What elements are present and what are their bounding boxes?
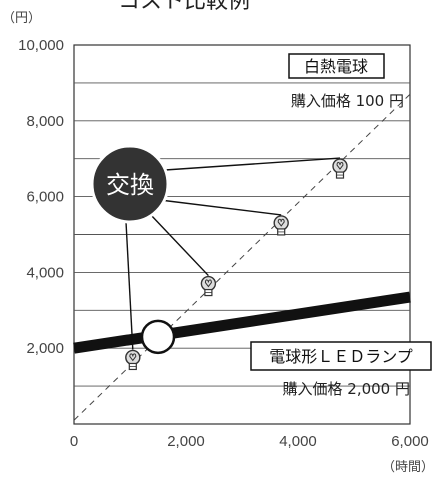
chart-title: コスト比較例 [118, 0, 250, 14]
replacement-points [125, 158, 348, 371]
y-tick-label: 6,000 [26, 189, 64, 206]
led-label-box [250, 341, 432, 371]
incandescent-cost-line [73, 93, 411, 421]
connector-line [125, 221, 134, 350]
bulb-filament [129, 353, 137, 362]
bulb-filament [204, 279, 212, 288]
led-cost-line [73, 291, 411, 354]
incandescent-label: 白熱電球 [304, 57, 368, 76]
y-tick-label: 8,000 [26, 113, 64, 130]
x-tick-label: 6,000 [391, 433, 429, 450]
lightbulb-icon [200, 275, 217, 297]
lightbulb-icon [273, 215, 289, 236]
bulb-glass [332, 158, 348, 174]
incandescent-label-box [288, 53, 385, 79]
connector-line [149, 213, 209, 277]
y-axis-unit: （円） [2, 11, 41, 26]
badge-label: 交換 [106, 171, 154, 199]
lightbulb-icon [332, 158, 348, 179]
connector-line [164, 157, 341, 171]
badge-circle [90, 144, 170, 224]
y-tick-label: 2,000 [26, 340, 64, 357]
series-lines [73, 93, 411, 421]
bulb-glass [273, 215, 289, 231]
replacement-connectors [125, 157, 341, 350]
y-tick-label: 4,000 [26, 264, 64, 281]
bulb-glass [125, 349, 141, 366]
crossover-marker [140, 319, 176, 355]
bulb-filament [336, 161, 344, 170]
incandescent-price: 購入価格 100 円 [291, 92, 404, 110]
bulb-filament [277, 218, 285, 227]
connector-line [159, 199, 282, 216]
lightbulb-icon [125, 349, 141, 371]
x-tick-label: 0 [70, 433, 78, 450]
led-label: 電球形ＬＥＤランプ [269, 347, 413, 366]
led-price: 購入価格 2,000 円 [283, 380, 410, 398]
replacement-badge: 交換 [90, 144, 170, 224]
tick-labels: 2,000 4,000 6,000 8,000 10,000 0 2,000 4,000 6,0… [18, 37, 429, 450]
x-tick-label: 4,000 [279, 433, 317, 450]
y-tick-label: 10,000 [18, 37, 64, 54]
x-axis-unit: （時間） [382, 460, 434, 475]
x-tick-label: 2,000 [167, 433, 205, 450]
bulb-glass [200, 275, 217, 292]
